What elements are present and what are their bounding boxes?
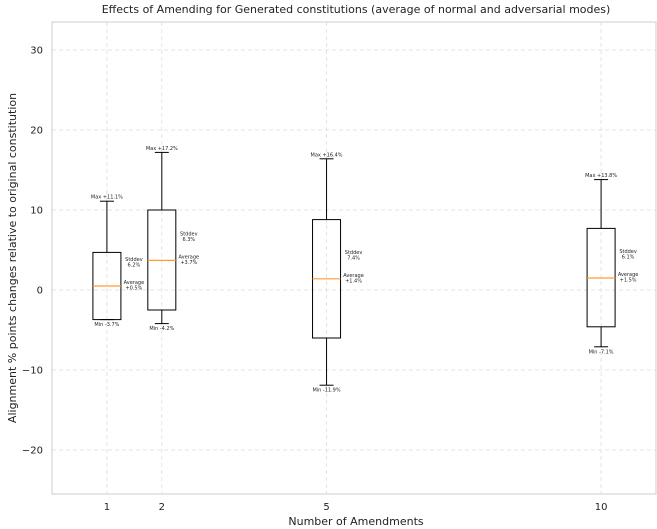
average-label: Average <box>618 272 639 278</box>
average-value: +1.5% <box>620 278 637 284</box>
x-tick-label: 1 <box>104 502 110 513</box>
stddev-label: Stddev <box>180 231 198 237</box>
average-value: +3.7% <box>180 260 197 266</box>
max-label: Max +11.1% <box>91 195 123 201</box>
stddev-label: Stddev <box>345 250 363 256</box>
min-label: Min -11.9% <box>312 388 340 394</box>
min-label: Min -3.7% <box>94 322 119 328</box>
stddev-value: 6.3% <box>182 237 195 243</box>
stddev-label: Stddev <box>125 257 143 263</box>
y-axis-label: Alignment % points changes relative to o… <box>6 93 19 423</box>
average-label: Average <box>124 280 145 286</box>
x-tick-label: 2 <box>159 502 165 513</box>
y-tick-label: −10 <box>22 366 43 377</box>
average-label: Average <box>179 254 200 260</box>
stddev-label: Stddev <box>619 249 637 255</box>
average-value: +0.5% <box>125 286 142 292</box>
y-tick-label: 0 <box>37 286 43 297</box>
min-label: Min -4.2% <box>149 326 174 332</box>
y-tick-label: 30 <box>30 46 43 57</box>
average-label: Average <box>343 273 364 279</box>
max-label: Max +16.4% <box>311 152 343 158</box>
stddev-value: 6.1% <box>622 255 635 261</box>
average-value: +1.4% <box>345 278 362 284</box>
y-tick-label: 20 <box>30 126 43 137</box>
max-label: Max +13.8% <box>585 173 617 179</box>
axis-ticks: −20 −10 0 10 20 30 1 2 5 10 <box>22 46 608 514</box>
plot-area-frame <box>51 21 657 495</box>
box-plots: Max +11.1%Min -3.7%Stddev6.2%Average+0.5… <box>91 146 638 394</box>
x-tick-label: 5 <box>323 502 329 513</box>
chart-title: Effects of Amending for Generated consti… <box>102 3 611 16</box>
x-axis-label: Number of Amendments <box>288 515 424 528</box>
y-tick-label: −20 <box>22 446 43 457</box>
stddev-value: 6.2% <box>128 263 141 269</box>
stddev-value: 7.4% <box>347 255 360 261</box>
min-label: Min -7.1% <box>589 349 614 355</box>
max-label: Max +17.2% <box>146 146 178 152</box>
x-tick-label: 10 <box>595 502 608 513</box>
y-tick-label: 10 <box>30 206 43 217</box>
